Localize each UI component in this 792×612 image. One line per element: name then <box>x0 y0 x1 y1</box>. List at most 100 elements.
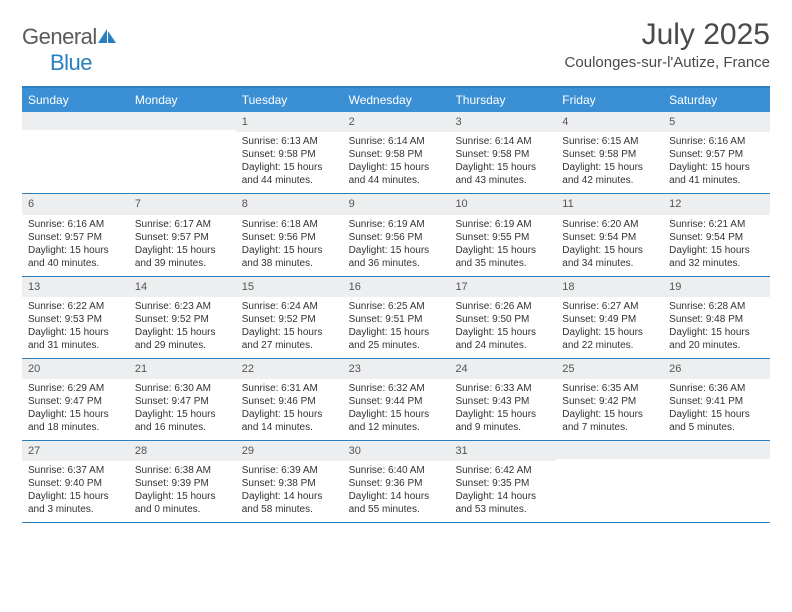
daylight-line: Daylight: 15 hours and 9 minutes. <box>455 408 550 434</box>
calendar-cell: 9Sunrise: 6:19 AMSunset: 9:56 PMDaylight… <box>343 194 450 275</box>
sunset-line: Sunset: 9:52 PM <box>135 313 230 326</box>
sunset-line: Sunset: 9:36 PM <box>349 477 444 490</box>
cell-body: Sunrise: 6:20 AMSunset: 9:54 PMDaylight:… <box>556 215 663 276</box>
day-number: 18 <box>556 277 663 297</box>
calendar-cell: 31Sunrise: 6:42 AMSunset: 9:35 PMDayligh… <box>449 441 556 522</box>
day-header-wed: Wednesday <box>343 88 450 112</box>
calendar-cell: 14 Sunrise: 6:23 AMSunset: 9:52 PMDayligh… <box>129 277 236 358</box>
cell-body: Sunrise: 6:33 AMSunset: 9:43 PMDaylight:… <box>449 379 556 440</box>
cell-body: Sunrise: 6:26 AMSunset: 9:50 PMDaylight:… <box>449 297 556 358</box>
daylight-line: Daylight: 15 hours and 18 minutes. <box>28 408 123 434</box>
day-number: 17 <box>449 277 556 297</box>
day-number: 22 <box>236 359 343 379</box>
cell-body: Sunrise: 6:38 AMSunset: 9:39 PMDaylight:… <box>129 461 236 522</box>
day-number: 26 <box>663 359 770 379</box>
cell-body: Sunrise: 6:35 AMSunset: 9:42 PMDaylight:… <box>556 379 663 440</box>
sunrise-line: Sunrise: 6:19 AM <box>349 218 444 231</box>
day-number: 16 <box>343 277 450 297</box>
sunset-line: Sunset: 9:54 PM <box>562 231 657 244</box>
daylight-line: Daylight: 15 hours and 39 minutes. <box>135 244 230 270</box>
cell-body: Sunrise: 6:21 AMSunset: 9:54 PMDaylight:… <box>663 215 770 276</box>
day-number: 25 <box>556 359 663 379</box>
cell-body: Sunrise: 6:27 AMSunset: 9:49 PMDaylight:… <box>556 297 663 358</box>
calendar-cell: 22Sunrise: 6:31 AMSunset: 9:46 PMDayligh… <box>236 359 343 440</box>
day-number: 24 <box>449 359 556 379</box>
day-number: 12 <box>663 194 770 214</box>
daylight-line: Daylight: 15 hours and 20 minutes. <box>669 326 764 352</box>
calendar-cell: 15Sunrise: 6:24 AMSunset: 9:52 PMDayligh… <box>236 277 343 358</box>
cell-body: Sunrise: 6:18 AMSunset: 9:56 PMDaylight:… <box>236 215 343 276</box>
cell-body: Sunrise: 6:31 AMSunset: 9:46 PMDaylight:… <box>236 379 343 440</box>
calendar-cell <box>663 441 770 522</box>
calendar-cell: 21Sunrise: 6:30 AMSunset: 9:47 PMDayligh… <box>129 359 236 440</box>
logo-text: GeneralBlue <box>22 24 117 76</box>
sunset-line: Sunset: 9:46 PM <box>242 395 337 408</box>
logo-word1: General <box>22 24 97 49</box>
daylight-line: Daylight: 15 hours and 16 minutes. <box>135 408 230 434</box>
page-title: July 2025 <box>565 18 770 52</box>
daylight-line: Daylight: 15 hours and 12 minutes. <box>349 408 444 434</box>
cell-body: Sunrise: 6:32 AMSunset: 9:44 PMDaylight:… <box>343 379 450 440</box>
daylight-line: Daylight: 15 hours and 32 minutes. <box>669 244 764 270</box>
cell-body: Sunrise: 6:37 AMSunset: 9:40 PMDaylight:… <box>22 461 129 522</box>
cell-body: Sunrise: 6:16 AMSunset: 9:57 PMDaylight:… <box>22 215 129 276</box>
day-number <box>556 441 663 459</box>
sunset-line: Sunset: 9:58 PM <box>242 148 337 161</box>
calendar-cell: 23Sunrise: 6:32 AMSunset: 9:44 PMDayligh… <box>343 359 450 440</box>
cell-body: Sunrise: 6:40 AMSunset: 9:36 PMDaylight:… <box>343 461 450 522</box>
daylight-line: Daylight: 15 hours and 0 minutes. <box>135 490 230 516</box>
day-number <box>129 112 236 130</box>
daylight-line: Daylight: 15 hours and 24 minutes. <box>455 326 550 352</box>
week-row: 1Sunrise: 6:13 AMSunset: 9:58 PMDaylight… <box>22 112 770 194</box>
day-number: 8 <box>236 194 343 214</box>
daylight-line: Daylight: 14 hours and 55 minutes. <box>349 490 444 516</box>
sunrise-line: Sunrise: 6:37 AM <box>28 464 123 477</box>
day-number: 3 <box>449 112 556 132</box>
calendar-cell: 5Sunrise: 6:16 AMSunset: 9:57 PMDaylight… <box>663 112 770 193</box>
day-number: 28 <box>129 441 236 461</box>
sunrise-line: Sunrise: 6:21 AM <box>669 218 764 231</box>
daylight-line: Daylight: 15 hours and 41 minutes. <box>669 161 764 187</box>
sunset-line: Sunset: 9:57 PM <box>135 231 230 244</box>
cell-body <box>556 459 663 517</box>
sunset-line: Sunset: 9:38 PM <box>242 477 337 490</box>
daylight-line: Daylight: 14 hours and 58 minutes. <box>242 490 337 516</box>
sunrise-line: Sunrise: 6:13 AM <box>242 135 337 148</box>
sunset-line: Sunset: 9:57 PM <box>669 148 764 161</box>
day-number: 14 <box>129 277 236 297</box>
sunrise-line: Sunrise: 6:20 AM <box>562 218 657 231</box>
sunrise-line: Sunrise: 6:23 AM <box>135 300 230 313</box>
sunset-line: Sunset: 9:41 PM <box>669 395 764 408</box>
sunset-line: Sunset: 9:47 PM <box>135 395 230 408</box>
daylight-line: Daylight: 15 hours and 35 minutes. <box>455 244 550 270</box>
location-subtitle: Coulonges-sur-l'Autize, France <box>565 54 770 71</box>
daylight-line: Daylight: 15 hours and 29 minutes. <box>135 326 230 352</box>
sunrise-line: Sunrise: 6:35 AM <box>562 382 657 395</box>
sunrise-line: Sunrise: 6:16 AM <box>669 135 764 148</box>
logo-word2: Blue <box>50 50 92 75</box>
sunset-line: Sunset: 9:58 PM <box>349 148 444 161</box>
sunrise-line: Sunrise: 6:28 AM <box>669 300 764 313</box>
day-number: 31 <box>449 441 556 461</box>
calendar-cell: 27Sunrise: 6:37 AMSunset: 9:40 PMDayligh… <box>22 441 129 522</box>
calendar-cell <box>22 112 129 193</box>
day-number: 1 <box>236 112 343 132</box>
cell-body: Sunrise: 6:16 AMSunset: 9:57 PMDaylight:… <box>663 132 770 193</box>
cell-body: Sunrise: 6:22 AMSunset: 9:53 PMDaylight:… <box>22 297 129 358</box>
cell-body: Sunrise: 6:19 AMSunset: 9:56 PMDaylight:… <box>343 215 450 276</box>
week-row: 20Sunrise: 6:29 AMSunset: 9:47 PMDayligh… <box>22 359 770 441</box>
day-number: 30 <box>343 441 450 461</box>
cell-body: Sunrise: 6:25 AMSunset: 9:51 PMDaylight:… <box>343 297 450 358</box>
sunset-line: Sunset: 9:58 PM <box>455 148 550 161</box>
sunrise-line: Sunrise: 6:39 AM <box>242 464 337 477</box>
calendar-cell: 20Sunrise: 6:29 AMSunset: 9:47 PMDayligh… <box>22 359 129 440</box>
sunrise-line: Sunrise: 6:15 AM <box>562 135 657 148</box>
day-headers-row: Sunday Monday Tuesday Wednesday Thursday… <box>22 88 770 112</box>
calendar-cell: 28Sunrise: 6:38 AMSunset: 9:39 PMDayligh… <box>129 441 236 522</box>
sunset-line: Sunset: 9:43 PM <box>455 395 550 408</box>
sunset-line: Sunset: 9:51 PM <box>349 313 444 326</box>
cell-body: Sunrise: 6:36 AMSunset: 9:41 PMDaylight:… <box>663 379 770 440</box>
daylight-line: Daylight: 15 hours and 44 minutes. <box>349 161 444 187</box>
week-row: 6Sunrise: 6:16 AMSunset: 9:57 PMDaylight… <box>22 194 770 276</box>
day-header-mon: Monday <box>129 88 236 112</box>
